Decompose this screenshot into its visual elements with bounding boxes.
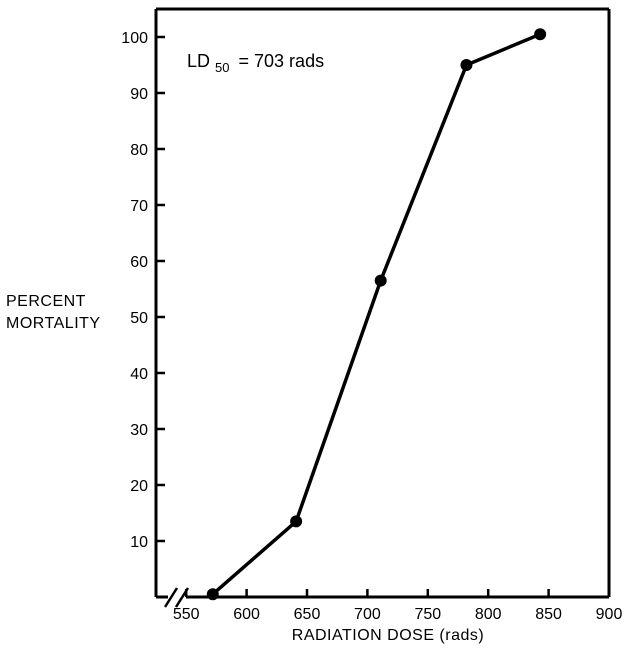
ld50-annotation: LD 50 = 703 rads (187, 51, 324, 76)
mortality-line (211, 32, 541, 596)
x-tick-label: 650 (294, 606, 321, 623)
x-tick-label: 700 (354, 606, 381, 623)
x-axis-ticks: 550 600 650 700 750 800 850 900 (173, 589, 623, 623)
y-tick-label: 90 (130, 86, 148, 103)
y-tick-label: 60 (130, 254, 148, 271)
y-tick-label: 50 (130, 310, 148, 327)
y-tick-label: 30 (130, 422, 148, 439)
y-tick-label: 70 (130, 198, 148, 215)
y-tick-label: 80 (130, 142, 148, 159)
ld50-annotation-main: LD (187, 51, 210, 71)
data-point (534, 28, 547, 41)
y-axis-title-line-2: MORTALITY (6, 315, 101, 332)
x-axis-title: RADIATION DOSE (rads) (292, 627, 484, 644)
y-tick-label: 10 (130, 534, 148, 551)
x-axis-break (163, 587, 190, 608)
x-tick-label: 900 (596, 606, 623, 623)
series-layer (206, 28, 547, 601)
y-axis-title-line-1: PERCENT (6, 293, 86, 310)
ld50-annotation-subscript: 50 (215, 60, 229, 75)
x-tick-label: 850 (535, 606, 562, 623)
x-tick-label: 550 (173, 606, 200, 623)
x-axis-break-mark-1 (163, 587, 179, 608)
chart-frame (154, 7, 611, 599)
y-tick-label: 100 (121, 30, 148, 47)
data-point (374, 274, 387, 287)
x-tick-label: 750 (414, 606, 441, 623)
y-tick-label: 20 (130, 478, 148, 495)
data-point (290, 515, 303, 528)
y-axis-ticks: 10 20 30 40 50 60 70 80 90 100 (121, 30, 165, 551)
y-tick-label: 40 (130, 366, 148, 383)
x-tick-label: 800 (475, 606, 502, 623)
data-point (460, 59, 473, 71)
x-tick-label: 600 (233, 606, 260, 623)
ld50-annotation-value: = 703 rads (239, 51, 325, 71)
data-point (206, 588, 219, 601)
